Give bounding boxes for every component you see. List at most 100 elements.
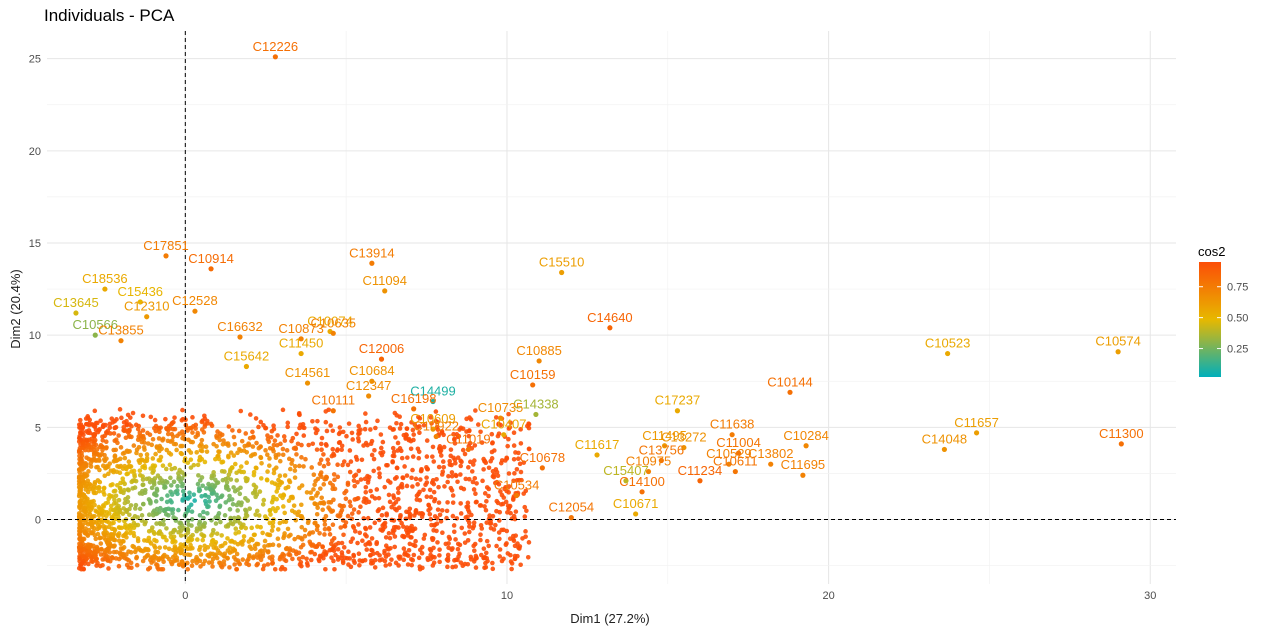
cloud-point <box>247 544 253 549</box>
cloud-point <box>387 425 393 430</box>
cloud-point <box>173 539 178 544</box>
cloud-point <box>201 524 207 529</box>
cloud-point <box>465 507 471 513</box>
cloud-point <box>113 556 119 561</box>
cloud-point <box>329 547 335 553</box>
cloud-point <box>379 512 385 518</box>
cloud-point <box>363 526 369 532</box>
cloud-point <box>135 522 141 528</box>
cloud-point <box>344 433 349 439</box>
cloud-point <box>368 488 373 494</box>
cloud-point <box>275 505 280 511</box>
cloud-point <box>431 528 436 533</box>
cloud-point <box>205 504 210 510</box>
cloud-point <box>258 444 263 450</box>
cloud-point <box>86 545 92 550</box>
cloud-point <box>198 552 204 557</box>
data-point <box>465 446 471 453</box>
cloud-point <box>189 509 195 514</box>
cloud-point <box>377 474 382 480</box>
cloud-point <box>131 530 136 536</box>
cloud-point <box>117 485 123 491</box>
cloud-point <box>116 563 122 569</box>
cloud-point <box>129 434 134 440</box>
cloud-point <box>83 487 89 492</box>
cloud-point <box>364 533 369 539</box>
cloud-point <box>409 523 414 529</box>
cloud-point <box>278 441 283 447</box>
cloud-point <box>270 524 276 529</box>
cloud-point <box>392 476 398 481</box>
cloud-point <box>365 480 371 485</box>
cloud-point <box>192 498 197 503</box>
cloud-point <box>210 556 216 562</box>
cloud-point <box>522 504 528 510</box>
cloud-point <box>214 444 219 449</box>
cloud-point <box>363 500 369 505</box>
cloud-point <box>227 507 233 512</box>
cloud-point <box>300 421 306 427</box>
cloud-point <box>425 557 431 563</box>
cloud-point <box>206 494 211 500</box>
cloud-point <box>331 497 336 503</box>
cloud-point <box>164 480 170 485</box>
cloud-point <box>425 466 431 472</box>
cloud-point <box>383 563 389 568</box>
point-label: C12528 <box>172 293 218 308</box>
cloud-point <box>355 540 360 546</box>
cloud-point <box>352 529 358 534</box>
cloud-point <box>217 449 222 455</box>
cloud-point <box>259 548 264 553</box>
cloud-point <box>320 507 326 513</box>
cloud-point <box>368 441 374 447</box>
y-tick-label: 15 <box>29 238 41 250</box>
cloud-point <box>323 566 328 572</box>
point-label: C10671 <box>613 496 659 511</box>
cloud-point <box>106 566 111 571</box>
cloud-point <box>103 528 108 534</box>
cloud-point <box>459 525 465 531</box>
data-point <box>674 408 681 414</box>
cloud-point <box>503 484 508 490</box>
cloud-point <box>393 560 399 566</box>
data-point <box>623 478 629 484</box>
cloud-point <box>296 410 302 416</box>
legend-tick-label: 0.50 <box>1227 313 1248 325</box>
data-point <box>137 299 143 305</box>
cloud-point <box>347 469 353 475</box>
labeled-points <box>73 54 1124 521</box>
cloud-point <box>226 522 231 528</box>
data-point <box>430 398 436 405</box>
cloud-point <box>338 510 344 515</box>
cloud-point <box>372 447 377 453</box>
cloud-point <box>103 465 108 471</box>
data-point <box>1118 441 1124 447</box>
cloud-point <box>405 530 410 536</box>
cloud-point <box>351 473 357 479</box>
point-label: C10159 <box>510 367 556 382</box>
cloud-point <box>345 462 351 468</box>
cloud-point <box>105 471 111 477</box>
point-label: C14100 <box>619 474 665 489</box>
cloud-point <box>186 437 191 443</box>
cloud-point <box>512 471 517 476</box>
cloud-point <box>197 558 203 564</box>
cloud-point <box>148 414 154 420</box>
cloud-point <box>419 468 424 473</box>
cloud-point <box>202 558 208 564</box>
cloud-point <box>89 439 95 444</box>
cloud-point <box>200 537 206 543</box>
point-label: C12310 <box>124 299 170 314</box>
cloud-point <box>472 548 477 553</box>
x-tick-label: 30 <box>1144 590 1156 602</box>
cloud-point <box>86 469 91 474</box>
cloud-point <box>437 547 442 552</box>
cloud-point <box>132 472 137 477</box>
cloud-point <box>366 474 372 480</box>
point-label: C16198 <box>391 391 437 406</box>
cloud-point <box>417 497 423 503</box>
cloud-point <box>98 541 104 546</box>
cloud-point <box>149 485 155 491</box>
cloud-point <box>101 485 107 491</box>
cloud-point <box>424 438 430 443</box>
